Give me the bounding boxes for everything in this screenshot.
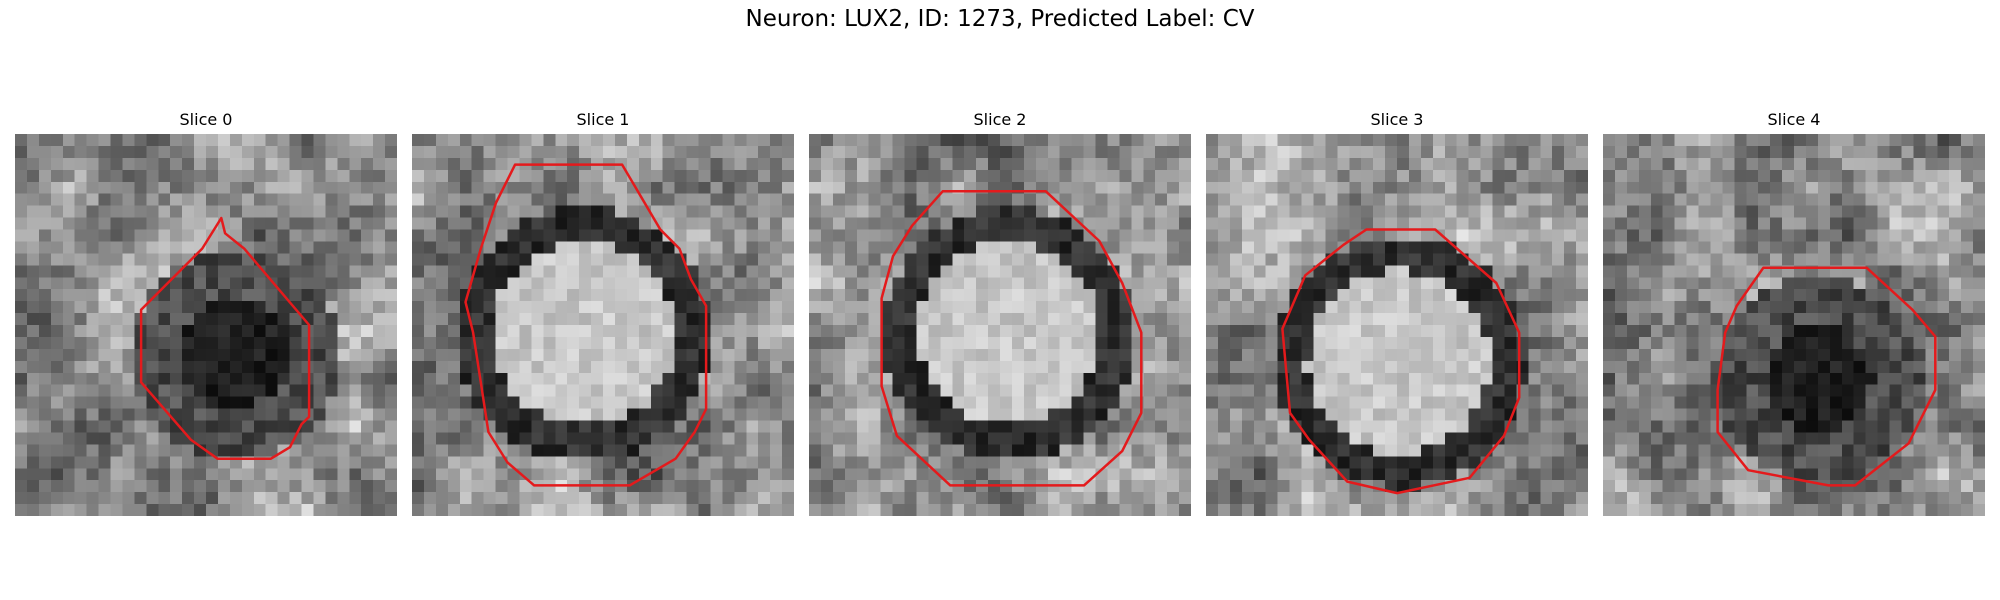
figure-title: Neuron: LUX2, ID: 1273, Predicted Label:… [745,6,1255,32]
slice-title: Slice 1 [576,110,630,129]
slice-image-1 [412,134,794,516]
segmentation-contour [139,216,311,460]
segmentation-contour [880,190,1143,487]
slice-panel-4: Slice 4 [1603,108,1985,516]
slice-panel-1: Slice 1 [412,108,794,516]
slice-image-0 [15,134,397,516]
slice-title: Slice 2 [973,110,1027,129]
segmentation-contour [1716,266,1937,487]
segmentation-contour [1281,228,1521,495]
slice-panel-0: Slice 0 [15,108,397,516]
slice-title: Slice 3 [1370,110,1424,129]
slice-panel-3: Slice 3 [1206,108,1588,516]
slice-image-4 [1603,134,1985,516]
slice-panel-2: Slice 2 [809,108,1191,516]
slice-image-2 [809,134,1191,516]
slice-title: Slice 0 [179,110,233,129]
slice-title: Slice 4 [1767,110,1821,129]
segmentation-contour [464,163,708,487]
slice-image-3 [1206,134,1588,516]
